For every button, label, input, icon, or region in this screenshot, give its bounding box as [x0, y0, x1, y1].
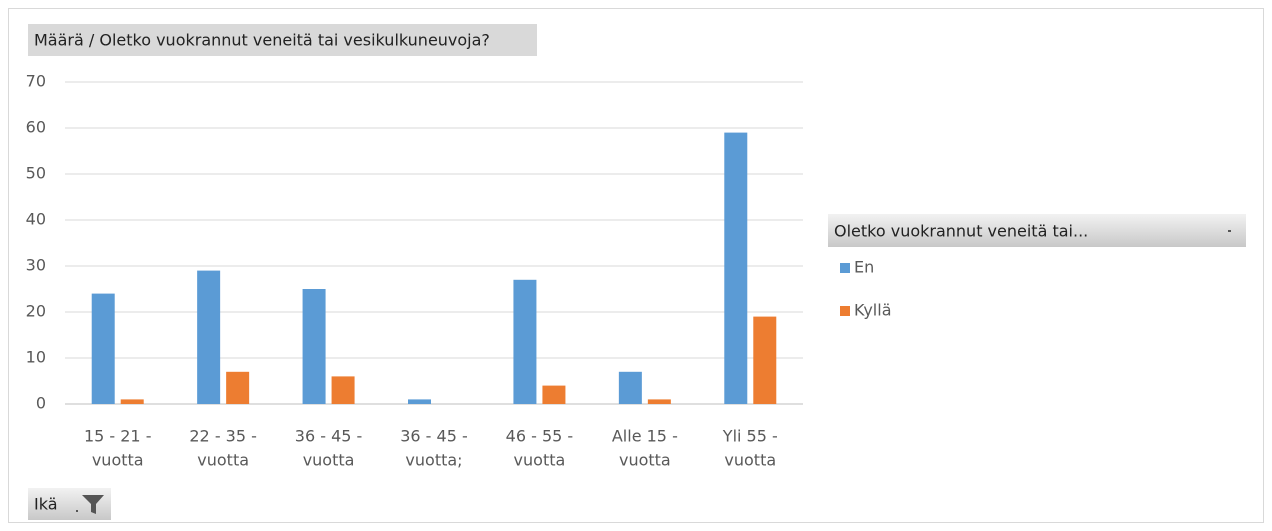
title-box	[28, 24, 537, 56]
x-tick-label: vuotta	[514, 451, 566, 470]
legend-title-box[interactable]	[828, 214, 1246, 247]
filter-icon[interactable]	[82, 495, 104, 514]
bar	[197, 270, 221, 404]
x-tick-label: vuotta	[197, 451, 249, 470]
x-tick-label: 46 - 55 -	[506, 427, 574, 446]
x-tick-label: Yli 55 -	[722, 427, 778, 446]
dropdown-icon	[1228, 230, 1231, 232]
legend-swatch	[840, 306, 850, 316]
y-tick-label: 10	[26, 348, 46, 367]
bar	[120, 399, 144, 404]
bar	[753, 316, 777, 404]
legend-title: Oletko vuokrannut veneitä tai...	[834, 222, 1088, 241]
field-button[interactable]	[28, 488, 111, 520]
y-tick-label: 60	[26, 118, 46, 137]
bar	[724, 132, 748, 404]
bar	[331, 376, 355, 404]
x-tick-label: vuotta	[92, 451, 144, 470]
bar	[618, 371, 642, 404]
bar	[647, 399, 671, 404]
x-tick-label: vuotta	[724, 451, 776, 470]
y-tick-label: 40	[26, 210, 46, 229]
y-tick-label: 50	[26, 164, 46, 183]
x-tick-label: Alle 15 -	[612, 427, 678, 446]
x-tick-label: vuotta	[619, 451, 671, 470]
y-tick-label: 20	[26, 302, 46, 321]
bar	[91, 293, 115, 404]
legend-swatch	[840, 263, 850, 273]
bar	[408, 399, 431, 404]
y-tick-label: 30	[26, 256, 46, 275]
bar	[542, 385, 566, 404]
bar	[513, 279, 537, 404]
chart-title: Määrä / Oletko vuokrannut veneitä tai ve…	[34, 31, 490, 50]
x-tick-label: 36 - 45 -	[400, 427, 468, 446]
legend-label: En	[854, 258, 874, 277]
dot-icon	[76, 510, 78, 512]
y-tick-label: 0	[36, 394, 46, 413]
bar	[302, 289, 326, 404]
legend-label: Kyllä	[854, 301, 892, 320]
y-tick-label: 70	[26, 72, 46, 91]
x-tick-label: 36 - 45 -	[295, 427, 363, 446]
field-button-label: Ikä	[34, 495, 58, 514]
x-tick-label: 15 - 21 -	[84, 427, 152, 446]
bar	[226, 371, 250, 404]
x-tick-label: 22 - 35 -	[189, 427, 257, 446]
x-tick-label: vuotta;	[405, 451, 462, 470]
x-tick-label: vuotta	[303, 451, 355, 470]
